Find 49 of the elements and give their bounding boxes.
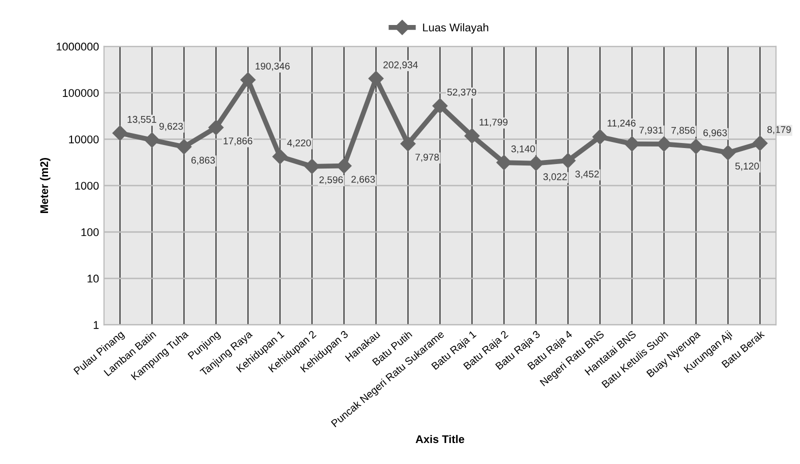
data-label: 6,963 bbox=[703, 129, 727, 138]
point bbox=[720, 145, 736, 160]
point bbox=[304, 158, 320, 174]
data-label: 202,934 bbox=[383, 61, 418, 70]
y-axis-title: Meter (m2) bbox=[40, 158, 50, 213]
data-label: 3,452 bbox=[575, 170, 599, 179]
point bbox=[432, 98, 448, 114]
legend-label: Luas Wilayah bbox=[423, 23, 488, 34]
data-label: 5,120 bbox=[735, 162, 759, 171]
data-label: 8,179 bbox=[767, 126, 791, 134]
data-label: 7,856 bbox=[671, 126, 695, 135]
point bbox=[400, 136, 416, 152]
y-tick-label: 1000 bbox=[75, 182, 99, 190]
data-label: 3,140 bbox=[511, 145, 535, 154]
point bbox=[176, 139, 192, 154]
point bbox=[688, 138, 704, 154]
data-label: 11,799 bbox=[480, 118, 508, 127]
y-tick-label: 100 bbox=[81, 228, 99, 236]
data-label: 3,022 bbox=[543, 173, 567, 182]
data-label: 7,978 bbox=[415, 154, 439, 162]
y-tick-label: 100000 bbox=[62, 89, 99, 97]
y-tick-label: 10000 bbox=[69, 135, 99, 144]
data-label: 2,663 bbox=[351, 176, 375, 184]
data-label: 17,866 bbox=[224, 137, 252, 146]
point bbox=[464, 128, 480, 144]
point bbox=[592, 129, 608, 144]
data-label: 7,931 bbox=[639, 126, 663, 135]
point bbox=[496, 154, 512, 170]
y-tick-label: 1000000 bbox=[56, 42, 99, 51]
point bbox=[112, 126, 128, 141]
point bbox=[240, 72, 256, 88]
data-label: 52,379 bbox=[447, 88, 476, 97]
data-label: 6,863 bbox=[191, 156, 215, 165]
data-label: 11,246 bbox=[608, 120, 636, 128]
point bbox=[272, 149, 288, 164]
y-tick-label: 10 bbox=[88, 274, 99, 283]
x-axis-title: Axis Title bbox=[416, 434, 464, 444]
point bbox=[528, 156, 544, 171]
point bbox=[368, 70, 384, 86]
point bbox=[560, 153, 576, 168]
data-label: 190,346 bbox=[256, 62, 290, 71]
point bbox=[208, 120, 224, 136]
point bbox=[144, 132, 160, 148]
point bbox=[752, 136, 768, 151]
data-label: 9,623 bbox=[159, 122, 183, 131]
data-label: 13,551 bbox=[128, 116, 156, 124]
data-label: 4,220 bbox=[287, 139, 311, 148]
data-label: 2,596 bbox=[319, 176, 343, 184]
y-tick-label: 1 bbox=[94, 321, 99, 329]
